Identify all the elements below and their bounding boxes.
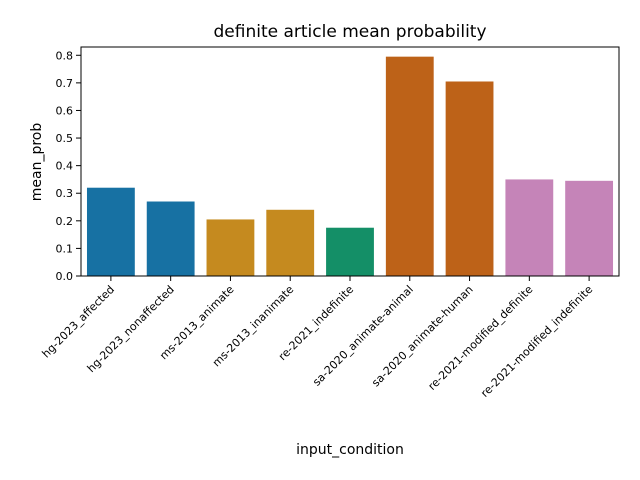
x-axis-label: input_condition (296, 442, 404, 458)
y-tick-label: 0.6 (56, 104, 74, 117)
y-tick-label: 0.4 (56, 160, 74, 173)
bar-ms-2013_inanimate (266, 209, 315, 276)
x-tick-label-re-2021-modified_indefinite: re-2021-modified_indefinite (478, 283, 595, 400)
y-tick-label: 0.2 (56, 215, 74, 228)
bars-group (86, 56, 614, 277)
x-tick-label-sa-2020_animate-animal: sa-2020_animate-animal (310, 283, 416, 389)
bar-re-2021-modified_definite (505, 179, 554, 276)
bar-hg-2023_affected (86, 187, 135, 276)
y-tick-label: 0.1 (56, 242, 74, 255)
bar-re-2021_indefinite (326, 227, 374, 276)
x-tick-label-sa-2020_animate-human: sa-2020_animate-human (369, 283, 475, 389)
y-tick-label: 0.3 (56, 187, 74, 200)
bar-re-2021-modified_indefinite (565, 180, 614, 276)
y-tick-label: 0.0 (56, 270, 74, 283)
x-tick-label-re-2021-modified_definite: re-2021-modified_definite (426, 283, 536, 393)
bar-sa-2020_animate-human (445, 81, 494, 277)
y-axis-label: mean_prob (29, 123, 45, 202)
y-tick-label: 0.5 (56, 132, 74, 145)
y-tick-label: 0.8 (56, 49, 74, 62)
bar-sa-2020_animate-animal (385, 56, 434, 276)
chart-title: definite article mean probability (213, 22, 486, 42)
x-axis: hg-2023_affectedhg-2023_nonaffectedms-20… (39, 276, 595, 400)
bar-ms-2013_animate (206, 219, 255, 276)
bar-hg-2023_nonaffected (146, 201, 195, 276)
y-axis: 0.0 0.1 0.2 0.3 0.4 0.5 0.6 0.7 0.8 (56, 49, 81, 283)
y-tick-label: 0.7 (56, 77, 74, 90)
